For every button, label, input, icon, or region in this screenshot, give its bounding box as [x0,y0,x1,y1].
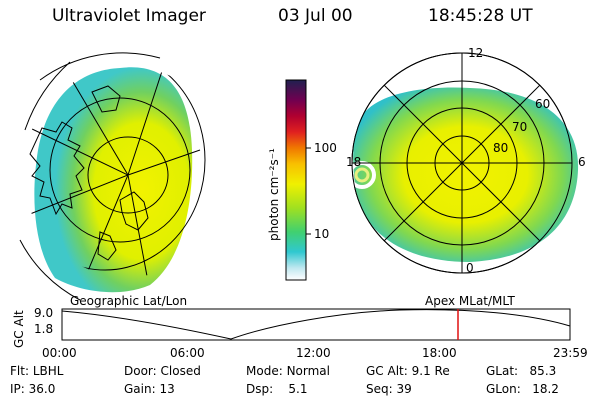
color-scale-bar [285,79,311,281]
info-value: 13 [159,382,175,396]
info-glat: GLat: 85.3 [486,364,556,378]
altitude-ymin: 1.8 [34,322,54,336]
info-value: 9.1 Re [411,364,450,378]
geographic-map [19,52,206,301]
right-frame-label: Apex MLat/MLT [425,294,515,308]
info-key: GC Alt: [366,364,408,378]
lat-lon-grid [23,67,206,277]
date-label: 03 Jul 00 [278,6,353,26]
mlt-label-18: 18 [346,155,362,169]
info-flt: Flt: LBHL [10,364,63,378]
info-value: LBHL [32,364,64,378]
mlat-label-70: 70 [512,120,528,134]
info-door: Door: Closed [124,364,201,378]
auroral-oval-geographic [34,67,193,293]
info-key: Gain: [124,382,156,396]
mlat-label-60: 60 [535,97,551,111]
info-value: Closed [160,364,201,378]
outer-graticule [19,52,161,301]
info-key: Door: [124,364,157,378]
coastline-outlines [29,85,149,261]
magnetic-polar-map [348,52,579,274]
mlt-label-12: 12 [468,46,484,60]
x-tick-1200: 12:00 [296,346,331,360]
x-tick-2359: 23:59 [553,346,588,360]
mlat-label-80: 80 [493,141,509,155]
info-gc-alt: GC Alt: 9.1 Re [366,364,450,378]
info-value: 85.3 [529,364,557,378]
left-frame-label: Geographic Lat/Lon [70,294,188,308]
info-key: GLat: [486,364,519,378]
info-key: IP: [10,382,25,396]
info-value: 5.1 [288,382,308,396]
x-tick-0000: 00:00 [42,346,77,360]
info-value: 39 [396,382,412,396]
info-value: 36.0 [28,382,56,396]
colorbar-tick-100: 100 [314,141,337,155]
altitude-axis-label: GC Alt [12,310,26,348]
info-key: Dsp: [246,382,274,396]
altitude-curve [61,309,571,340]
info-key: Mode: [246,364,283,378]
x-tick-1800: 18:00 [422,346,457,360]
info-gain: Gain: 13 [124,382,175,396]
x-tick-0600: 06:00 [170,346,205,360]
info-key: GLon: [486,382,521,396]
info-dsp: Dsp: 5.1 [246,382,308,396]
altitude-ymax: 9.0 [34,306,54,320]
info-value: 18.2 [532,382,559,396]
altitude-plot [61,308,571,341]
mlt-label-0: 0 [466,261,474,275]
colorbar-tick-10: 10 [314,227,330,241]
colorbar-unit-label: photon cm⁻²s⁻¹ [267,148,281,241]
app-title: Ultraviolet Imager [52,6,206,26]
info-ip: IP: 36.0 [10,382,55,396]
info-mode: Mode: Normal [246,364,330,378]
info-key: Flt: [10,364,29,378]
time-label: 18:45:28 UT [428,6,533,26]
mlt-label-6: 6 [578,155,586,169]
info-seq: Seq: 39 [366,382,412,396]
info-value: Normal [286,364,330,378]
mlt-spokes [352,53,572,273]
info-key: Seq: [366,382,393,396]
info-glon: GLon: 18.2 [486,382,559,396]
